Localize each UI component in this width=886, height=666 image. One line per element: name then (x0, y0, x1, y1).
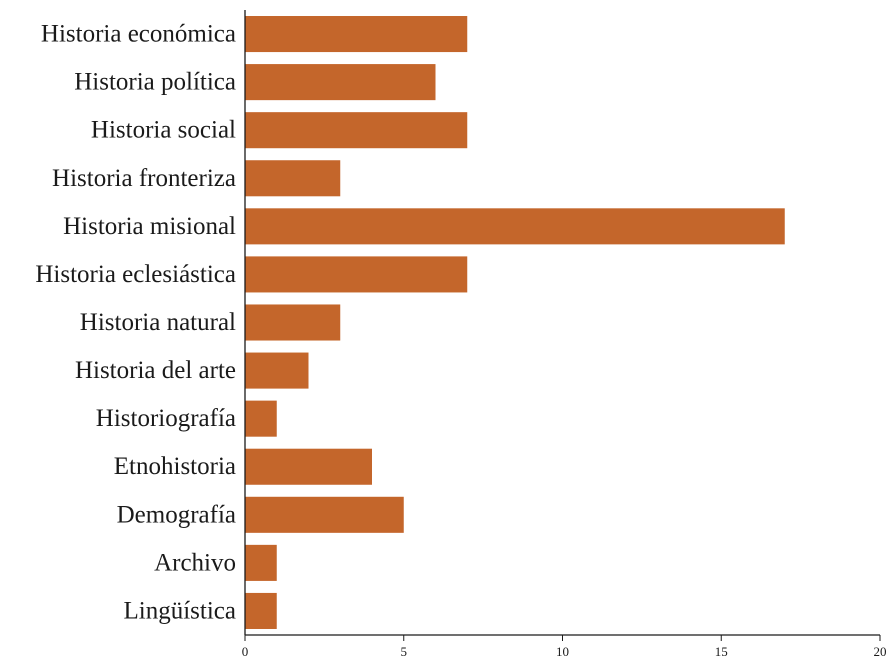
category-label-3: Historia fronteriza (52, 165, 236, 192)
category-label-10: Demografía (117, 501, 236, 528)
category-label-8: Historiografía (96, 405, 236, 432)
x-tick-label-4: 20 (874, 644, 886, 659)
category-label-5: Historia eclesiástica (35, 261, 236, 288)
bar-9 (245, 448, 372, 485)
category-label-7: Historia del arte (75, 357, 236, 384)
bar-8 (245, 400, 277, 437)
x-tick-label-3: 15 (715, 644, 728, 659)
category-label-12: Lingüística (124, 597, 236, 624)
bar-4 (245, 208, 785, 245)
bar-3 (245, 160, 341, 197)
category-label-6: Historia natural (80, 309, 236, 336)
bar-6 (245, 304, 341, 341)
category-label-2: Historia social (91, 117, 236, 144)
bar-2 (245, 112, 468, 149)
category-label-1: Historia política (74, 69, 236, 96)
bar-11 (245, 544, 277, 581)
bars-group (245, 16, 785, 629)
bar-5 (245, 256, 468, 293)
bar-1 (245, 64, 436, 101)
category-label-4: Historia misional (63, 213, 236, 240)
x-tick-label-0: 0 (242, 644, 249, 659)
category-label-9: Etnohistoria (114, 453, 236, 480)
category-label-11: Archivo (154, 549, 236, 576)
x-tick-label-2: 10 (556, 644, 569, 659)
bar-10 (245, 496, 404, 533)
category-label-0: Historia económica (41, 21, 236, 48)
bar-12 (245, 592, 277, 629)
bar-0 (245, 16, 468, 53)
category-labels: Historia económica Historia política Histo… (35, 21, 236, 625)
x-axis-ticks: 0 5 10 15 20 (242, 635, 886, 659)
x-tick-label-1: 5 (401, 644, 408, 659)
bar-7 (245, 352, 309, 389)
